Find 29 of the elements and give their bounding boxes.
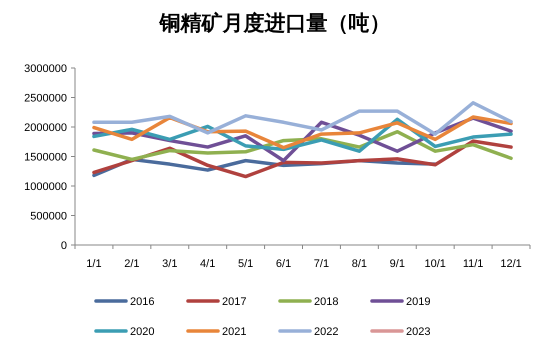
legend-label: 2022 bbox=[314, 326, 338, 338]
legend-label: 2019 bbox=[406, 296, 430, 308]
legend-label: 2023 bbox=[406, 326, 430, 338]
legend-label: 2016 bbox=[130, 296, 154, 308]
x-tick-label: 11/1 bbox=[462, 258, 484, 270]
x-tick-label: 4/1 bbox=[200, 258, 216, 270]
chart-title: 铜精矿月度进口量（吨） bbox=[158, 11, 390, 35]
y-tick-label: 2500000 bbox=[24, 92, 67, 104]
legend-label: 2021 bbox=[222, 326, 246, 338]
x-tick-label: 7/1 bbox=[314, 258, 330, 270]
y-tick-label: 1000000 bbox=[24, 181, 67, 193]
x-tick-label: 8/1 bbox=[352, 258, 368, 270]
y-tick-label: 3000000 bbox=[24, 63, 67, 75]
y-tick-label: 500000 bbox=[30, 210, 67, 222]
x-tick-label: 5/1 bbox=[238, 258, 254, 270]
x-tick-label: 6/1 bbox=[276, 258, 292, 270]
legend-label: 2020 bbox=[130, 326, 154, 338]
x-tick-label: 2/1 bbox=[124, 258, 140, 270]
x-tick-label: 3/1 bbox=[162, 258, 178, 270]
x-tick-label: 10/1 bbox=[424, 258, 446, 270]
legend-label: 2017 bbox=[222, 296, 246, 308]
y-tick-label: 1500000 bbox=[24, 152, 67, 164]
y-tick-label: 0 bbox=[60, 240, 67, 252]
x-tick-label: 9/1 bbox=[390, 258, 405, 270]
legend-label: 2018 bbox=[314, 296, 338, 308]
x-tick-label: 1/1 bbox=[86, 258, 102, 270]
line-series bbox=[92, 101, 513, 136]
y-tick-label: 2000000 bbox=[24, 122, 67, 134]
x-tick-label: 12/1 bbox=[500, 258, 522, 270]
